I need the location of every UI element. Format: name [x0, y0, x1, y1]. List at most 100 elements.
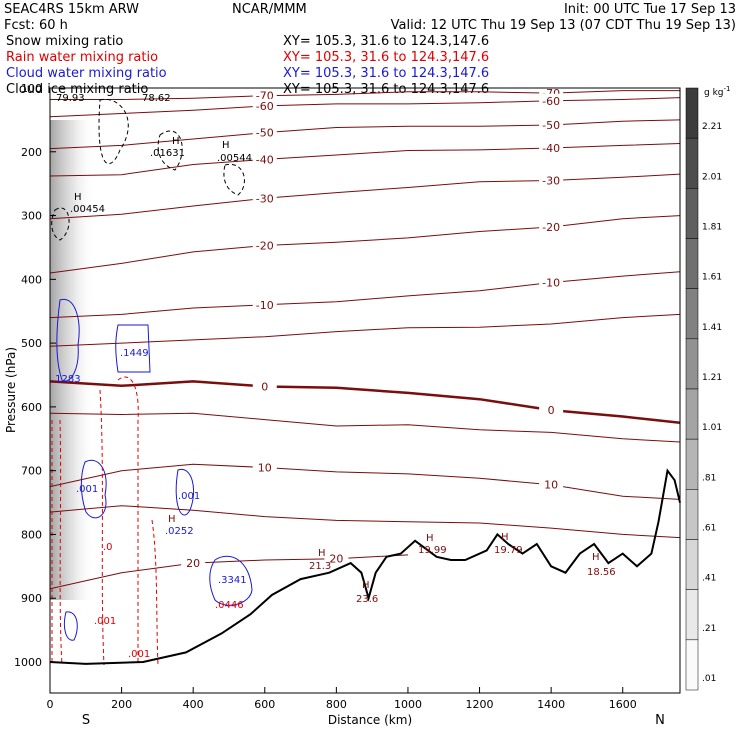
hydrometeor-contour [59, 419, 63, 666]
colorbar-unit: g kg-1 [704, 85, 730, 98]
contour-value-label: 19.79 [494, 545, 523, 556]
maximum-marker: H [172, 136, 180, 147]
colorbar-swatch [685, 188, 699, 239]
hydrometeor-contour [98, 98, 129, 165]
isotherm-label: -30 [256, 192, 274, 205]
contour-value-label: 19.99 [418, 545, 447, 556]
isotherm-label-bg [539, 275, 564, 289]
hydrometeor-contour [151, 519, 159, 666]
isotherm-label-bg [539, 173, 564, 187]
model-title: SEAC4RS 15km ARW [4, 2, 139, 17]
contour-value-label: .001 [76, 484, 98, 495]
colorbar-swatch [685, 589, 699, 641]
field-label-cloud-water: Cloud water mixing ratio [6, 66, 167, 81]
maximum-marker: H [168, 514, 176, 525]
isotherm-label-bg [252, 152, 277, 166]
terrain-line [49, 468, 681, 665]
south-label: S [82, 713, 90, 728]
isotherm-line [49, 215, 681, 274]
colorbar-label: .41 [702, 574, 716, 584]
colorbar-label: 1.81 [702, 222, 722, 232]
colorbar-swatch [685, 539, 699, 590]
colorbar-swatch [685, 438, 699, 490]
colorbar-swatch [685, 238, 699, 289]
isotherm-label-bg [181, 556, 206, 570]
x-tick-label: 1400 [537, 698, 565, 711]
isotherm-line [50, 90, 680, 100]
maximum-marker: H [426, 533, 434, 544]
hydrometeor-contour [117, 376, 139, 665]
colorbar-swatch [685, 338, 699, 390]
maximum-marker: H [222, 140, 230, 151]
mixing-ratio-shading [50, 120, 95, 600]
colorbar-label: .01 [702, 674, 716, 684]
field-xy-snow: XY= 105.3, 31.6 to 124.3,147.6 [283, 34, 489, 49]
isotherm-label: 20 [186, 557, 200, 570]
hydrometeor-contour [115, 324, 151, 373]
isotherm-label-bg [324, 551, 349, 565]
colorbar-swatch [685, 639, 699, 691]
isotherm-group: -70 -70-60 -60-50-50-40-40-30-30-20-20-10-… [49, 86, 681, 590]
colorbar-swatch [685, 489, 699, 540]
y-tick-label: 500 [21, 337, 42, 350]
colorbar-label: .81 [702, 473, 716, 483]
y-axis: 100 200 300 400 500 600 700 800 900 1000 [14, 82, 56, 669]
hydrometeor-contour [51, 207, 70, 241]
contour-value-label: .00454 [70, 204, 105, 215]
field-xy-rain: XY= 105.3, 31.6 to 124.3,147.6 [283, 50, 489, 65]
isotherm-label-bg [539, 403, 564, 417]
plot-frame [49, 87, 681, 694]
contour-value-label: .3341 [218, 575, 247, 586]
north-label: N [655, 713, 665, 728]
maximum-marker: H [318, 548, 326, 559]
isotherm-label-bg [252, 379, 277, 393]
x-tick-label: 1200 [466, 698, 494, 711]
isotherm-line [49, 463, 681, 500]
contour-value-label: 21.3 [309, 561, 331, 572]
isotherm-label: -10 [542, 277, 560, 290]
field-label-cloud-ice: Cloud ice mixing ratio [6, 82, 148, 97]
isotherm-label-bg [252, 191, 277, 205]
colorbar-label: 1.21 [702, 373, 722, 383]
colorbar-label: 2.21 [702, 122, 722, 132]
y-tick-label: 700 [21, 465, 42, 478]
maximum-marker: H [501, 532, 509, 543]
x-tick-label: 400 [183, 698, 204, 711]
colorbar-swatch [685, 288, 699, 340]
isotherm-label: -50 [256, 127, 274, 140]
isotherm-label: -40 [256, 153, 274, 166]
contour-value-label: .0 [103, 542, 113, 553]
field-xy-cloud-water: XY= 105.3, 31.6 to 124.3,147.6 [283, 66, 489, 81]
x-tick-label: 800 [326, 698, 347, 711]
isotherm-label-bg [252, 88, 277, 102]
isotherm-label: -60 [256, 100, 274, 113]
isotherm-label-bg [539, 220, 564, 234]
field-label-rain: Rain water mixing ratio [6, 50, 158, 65]
hydrometeor-contours [51, 98, 253, 666]
hydrometeor-contour [157, 130, 183, 171]
contour-value-label: .1449 [120, 348, 149, 359]
contour-value-label: .01631 [150, 148, 185, 159]
hydrometeor-contour [63, 611, 78, 641]
isotherm-line [49, 173, 681, 220]
colorbar-label: 1.61 [702, 273, 722, 283]
hydrometeor-contour [56, 298, 80, 382]
isotherm-label-bg [252, 98, 277, 112]
hydrometeor-label-group: H H H H H H H H H 79.93 78.62 .01631 .00544 .00454 .14… [52, 93, 616, 660]
isotherm-label: -50 [542, 119, 560, 132]
field-xy-cloud-ice: XY= 105.3, 31.6 to 124.3,147.6 [283, 82, 489, 97]
contour-value-label: .0252 [165, 526, 194, 537]
y-tick-label: 200 [21, 146, 42, 159]
hydrometeor-contour [175, 468, 194, 516]
contour-value-label: .001 [94, 616, 116, 627]
maximum-marker: H [592, 552, 600, 563]
init-time: Init: 00 UTC Tue 17 Sep 13 [564, 2, 736, 17]
x-tick-label: 1600 [609, 698, 637, 711]
y-tick-label: 800 [21, 528, 42, 541]
source-label: NCAR/MMM [232, 2, 307, 17]
colorbar-label: 1.41 [702, 323, 722, 333]
isotherm-label-bg [252, 297, 277, 311]
x-axis: 0 200 400 600 800 1000 1200 1400 1600 [47, 687, 637, 711]
maximum-marker: H [74, 192, 82, 203]
hydrometeor-contour [223, 163, 245, 196]
